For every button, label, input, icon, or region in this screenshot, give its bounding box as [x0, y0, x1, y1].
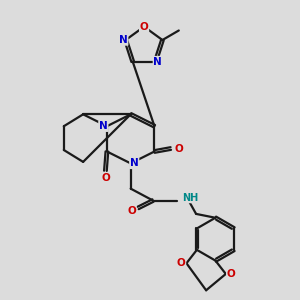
Text: O: O	[227, 269, 236, 279]
Text: O: O	[127, 206, 136, 216]
Text: N: N	[153, 57, 162, 67]
Text: N: N	[130, 158, 139, 168]
Text: N: N	[99, 121, 108, 131]
Text: O: O	[140, 22, 148, 32]
Text: O: O	[175, 143, 184, 154]
Text: O: O	[101, 173, 110, 183]
Text: N: N	[119, 35, 128, 45]
Text: NH: NH	[182, 193, 198, 202]
Text: O: O	[177, 258, 185, 268]
